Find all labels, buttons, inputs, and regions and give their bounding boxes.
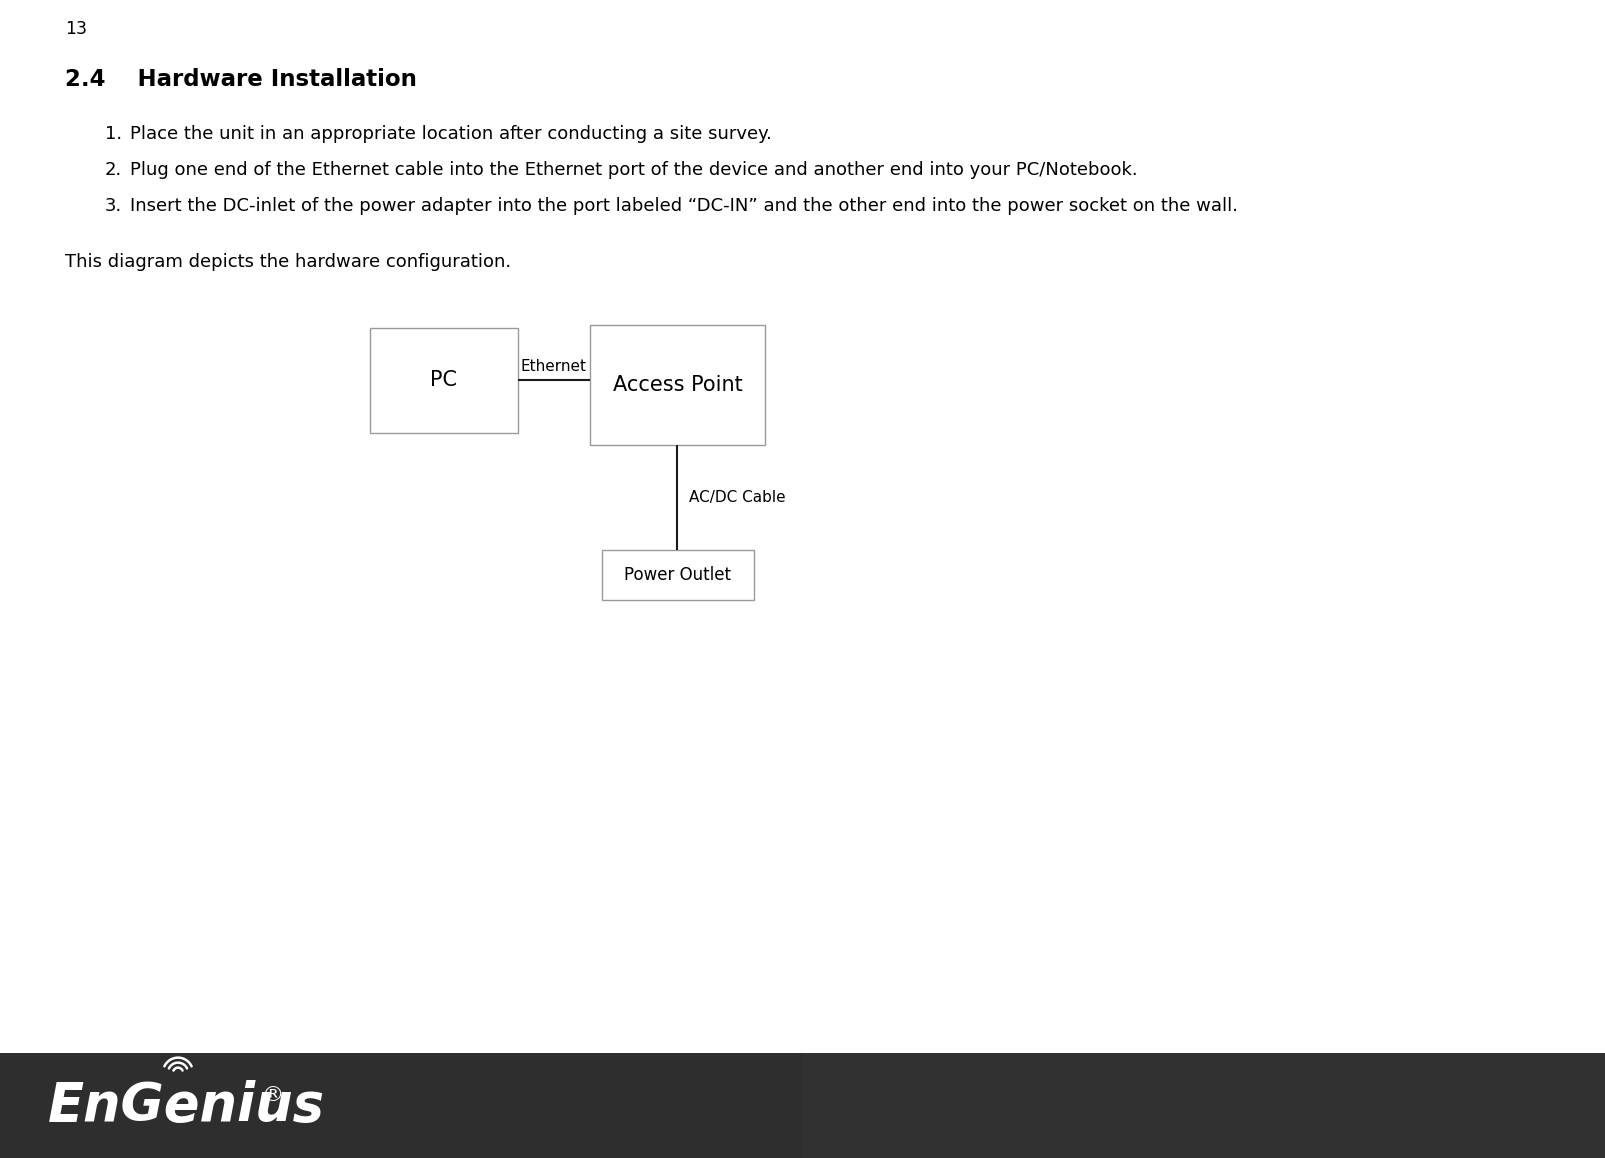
Text: PC: PC xyxy=(430,371,457,390)
Bar xyxy=(160,1053,321,1158)
Text: 2.4    Hardware Installation: 2.4 Hardware Installation xyxy=(64,68,417,91)
Bar xyxy=(1284,1053,1444,1158)
Bar xyxy=(802,1053,963,1158)
Text: ®: ® xyxy=(262,1085,284,1105)
Bar xyxy=(482,1053,642,1158)
Text: Plug one end of the Ethernet cable into the Ethernet port of the device and anot: Plug one end of the Ethernet cable into … xyxy=(130,161,1136,179)
Bar xyxy=(1124,1053,1284,1158)
Text: 13: 13 xyxy=(64,20,87,38)
Bar xyxy=(602,550,753,600)
Text: Access Point: Access Point xyxy=(612,375,742,395)
Text: EnGenius: EnGenius xyxy=(48,1079,324,1131)
Text: AC/DC Cable: AC/DC Cable xyxy=(689,490,785,505)
Bar xyxy=(0,1053,160,1158)
Bar xyxy=(369,328,518,433)
Text: This diagram depicts the hardware configuration.: This diagram depicts the hardware config… xyxy=(64,252,510,271)
Text: 3.: 3. xyxy=(104,197,122,215)
Bar xyxy=(1444,1053,1605,1158)
Text: Ethernet: Ethernet xyxy=(520,359,587,374)
Bar xyxy=(321,1053,482,1158)
Text: 1.: 1. xyxy=(104,125,122,142)
Text: Insert the DC-inlet of the power adapter into the port labeled “DC-IN” and the o: Insert the DC-inlet of the power adapter… xyxy=(130,197,1237,215)
Text: Power Outlet: Power Outlet xyxy=(624,566,730,584)
Bar xyxy=(963,1053,1124,1158)
Bar xyxy=(589,325,764,445)
Text: 2.: 2. xyxy=(104,161,122,179)
Text: Place the unit in an appropriate location after conducting a site survey.: Place the unit in an appropriate locatio… xyxy=(130,125,772,142)
Bar xyxy=(642,1053,802,1158)
